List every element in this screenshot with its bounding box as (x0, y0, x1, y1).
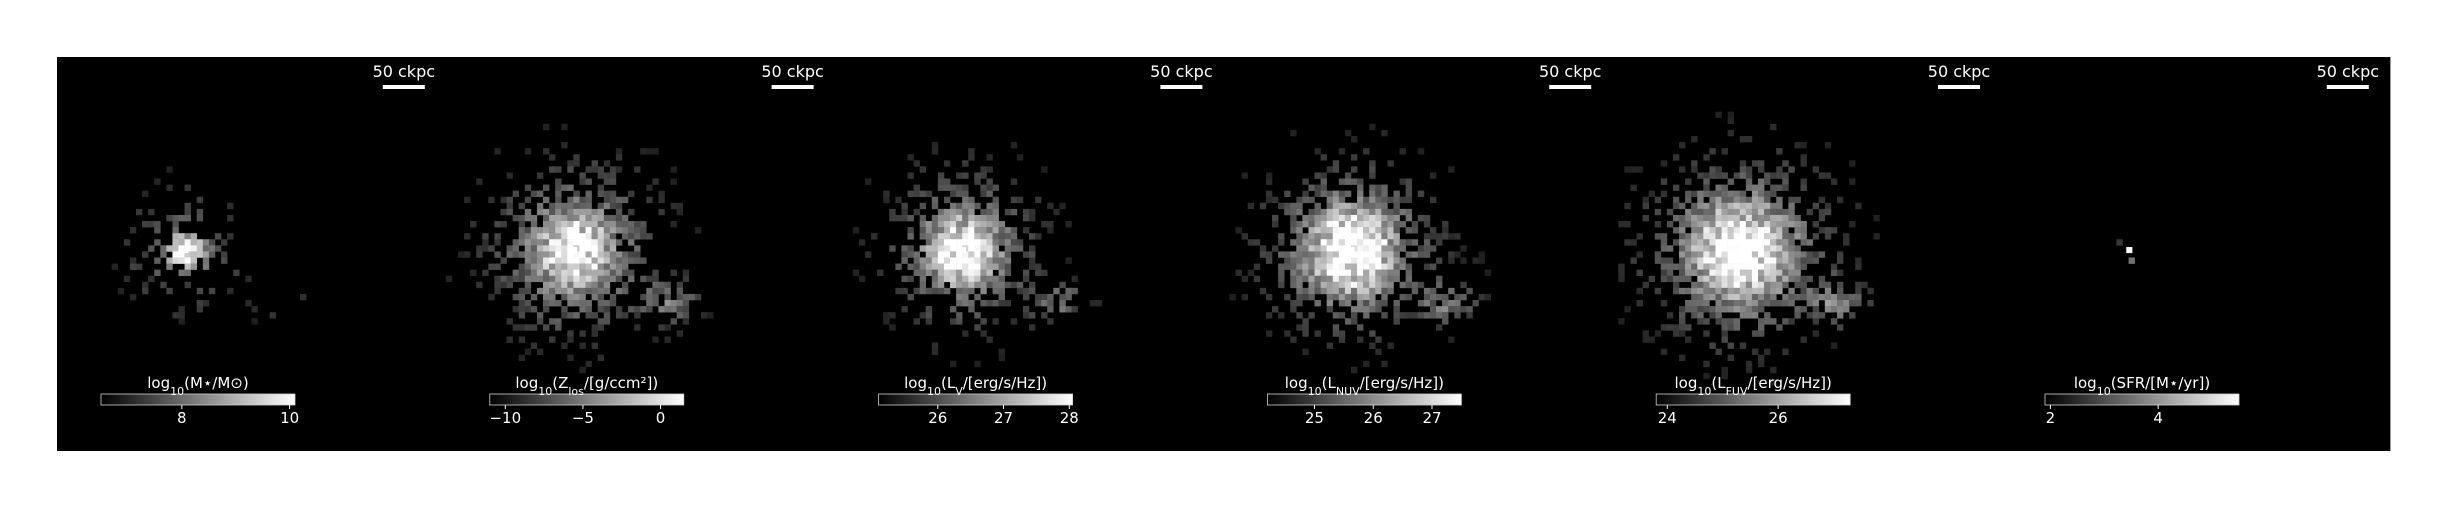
colorbar-tick-label: 25 (1305, 409, 1324, 427)
colorbar-tick-label: 24 (1658, 409, 1677, 427)
galaxy-core-pixel (182, 247, 189, 254)
emission-pixels (852, 142, 1103, 368)
scalebar-label: 50 ckpc (1539, 62, 1601, 81)
scalebar-line (1938, 85, 1980, 89)
emission-pixels (445, 123, 714, 374)
colorbar-gradient (100, 393, 296, 406)
colorbar-tick-label: 27 (1422, 409, 1441, 427)
scalebar-label: 50 ckpc (761, 62, 823, 81)
galaxy-core-pixel (1737, 247, 1744, 254)
map-background (2001, 57, 2391, 451)
galaxy-core-pixel (571, 247, 578, 254)
scalebar-label: 50 ckpc (1150, 62, 1212, 81)
galaxy-core-pixel (2126, 247, 2133, 254)
colorbar-tick-label: 26 (928, 409, 947, 427)
scalebar-line (1549, 85, 1592, 89)
panel-stellar-mass: 50 ckpc log10(M⋆/M⊙) 8 10 (57, 57, 447, 451)
panel-luminosity-v: 50 ckpc log10(LV/[erg/s/Hz]) 26 27 28 (834, 57, 1224, 451)
map-background (57, 57, 447, 451)
colorbar-gradient (2044, 393, 2240, 406)
scalebar-label: 50 ckpc (1928, 62, 1990, 81)
colorbar-tick-label: −5 (572, 409, 594, 427)
emission-pixels (2116, 239, 2135, 264)
colorbar-tick-label: 10 (280, 409, 299, 427)
colorbar-gradient (1655, 393, 1851, 406)
colorbar-label: log10(LNUV/[erg/s/Hz]) (1285, 374, 1444, 398)
colorbar: log10(LV/[erg/s/Hz]) 26 27 28 (878, 374, 1079, 427)
colorbar-gradient (489, 393, 685, 406)
scalebar-line (382, 85, 425, 89)
scalebar-label: 50 ckpc (2317, 62, 2379, 81)
colorbar-label: log10(M⋆/M⊙) (147, 374, 248, 398)
panel-star-formation-rate: 50 ckpc log10(SFR/[M⋆/yr]) 2 4 (2001, 57, 2391, 451)
emission-pixels (1618, 111, 1880, 386)
emission-pixels (111, 166, 307, 325)
scalebar-line (2326, 85, 2369, 89)
colorbar-tick-label: 26 (1364, 409, 1383, 427)
colorbar-tick-label: 26 (1769, 409, 1788, 427)
colorbar-tick-label: 2 (2046, 409, 2056, 427)
colorbar-tick-label: 4 (2153, 409, 2163, 427)
colorbar-label: log10(LFUV/[erg/s/Hz]) (1675, 374, 1832, 398)
panel-luminosity-nuv: 50 ckpc log10(LNUV/[erg/s/Hz]) 25 26 27 (1223, 57, 1613, 451)
colorbar-gradient (878, 393, 1073, 406)
colorbar-tick-label: 28 (1060, 409, 1079, 427)
colorbar-tick-label: −10 (489, 409, 521, 427)
panel-luminosity-fuv: 50 ckpc log10(LFUV/[erg/s/Hz]) 24 26 (1612, 57, 2002, 451)
colorbar: log10(M⋆/M⊙) 8 10 (100, 374, 299, 427)
scalebar-label: 50 ckpc (373, 62, 435, 81)
scalebar-line (771, 85, 814, 89)
colorbar-label: log10(LV/[erg/s/Hz]) (904, 374, 1047, 398)
colorbar-gradient (1267, 393, 1462, 406)
colorbar-tick-label: 27 (994, 409, 1013, 427)
colorbar-tick-label: 0 (656, 409, 666, 427)
emission-pixels (1229, 123, 1492, 374)
colorbar: log10(LFUV/[erg/s/Hz]) 24 26 (1655, 374, 1851, 427)
colorbar-label: log10(Zlos/[g/ccm²]) (515, 374, 658, 398)
galaxy-core-pixel (1348, 247, 1355, 254)
colorbar: log10(LNUV/[erg/s/Hz]) 25 26 27 (1267, 374, 1462, 427)
colorbar: log10(SFR/[M⋆/yr]) 2 4 (2044, 374, 2240, 427)
colorbar: log10(Zlos/[g/ccm²]) −10 −5 0 (489, 374, 685, 427)
scalebar-line (1160, 85, 1203, 89)
panel-metallicity-los: 50 ckpc log10(Zlos/[g/ccm²]) −10 −5 0 (445, 57, 836, 451)
colorbar-tick-label: 8 (177, 409, 187, 427)
galaxy-core-pixel (959, 247, 966, 254)
colorbar-label: log10(SFR/[M⋆/yr]) (2074, 374, 2210, 398)
